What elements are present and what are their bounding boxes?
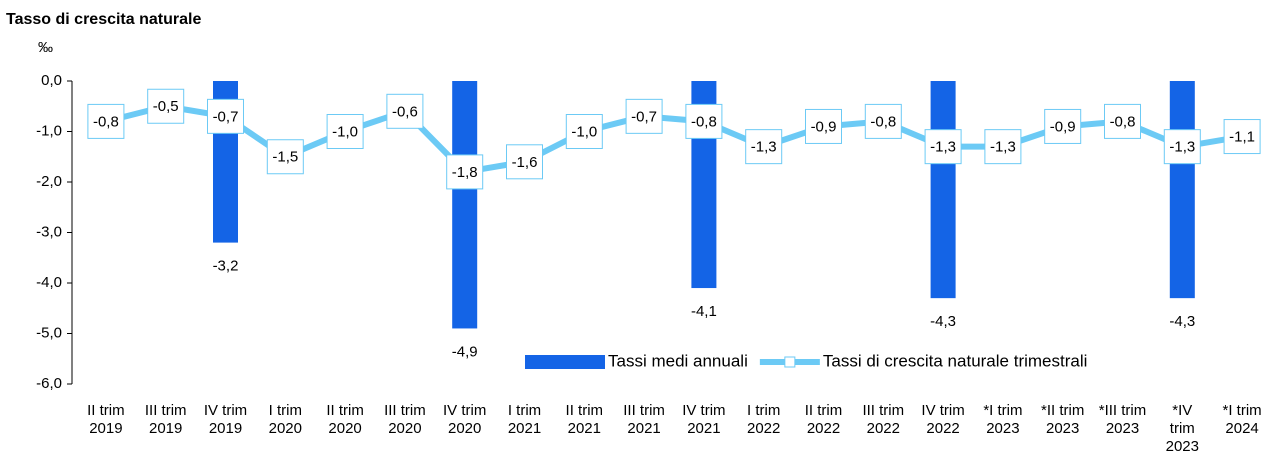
x-tick-label: III trim 2022 (862, 402, 904, 437)
bar (452, 81, 478, 329)
line-value-label: -0,8 (691, 113, 717, 130)
value-label-box (386, 93, 424, 129)
legend-swatch (525, 355, 605, 369)
value-label-box (1044, 108, 1082, 144)
value-label-box (1163, 129, 1201, 165)
chart-title: Tasso di crescita naturale (6, 11, 201, 28)
y-tick-label: -4,0 (36, 274, 62, 291)
x-tick-label: *IV trim 2023 (1166, 402, 1199, 455)
value-label-box (446, 154, 484, 190)
line-value-label: -1,6 (512, 154, 538, 171)
bar-value-label: -4,3 (1169, 313, 1195, 330)
x-tick-label: II trim 2020 (326, 402, 364, 437)
line-value-label: -1,3 (930, 139, 956, 156)
legend-marker (784, 356, 796, 368)
x-tick-label: II trim 2019 (87, 402, 125, 437)
line-value-label: -1,3 (1169, 139, 1195, 156)
bar-value-label: -4,1 (691, 303, 717, 320)
value-label-box (924, 129, 962, 165)
bar-value-label: -4,9 (452, 343, 478, 360)
y-unit: ‰ (38, 39, 53, 56)
bar (930, 81, 956, 299)
line-value-label: -0,6 (392, 103, 418, 120)
line-value-label: -1,1 (1229, 129, 1255, 146)
line-value-label: -0,9 (1050, 118, 1076, 135)
x-tick-label: IV trim 2021 (682, 402, 725, 437)
value-label-box (565, 114, 603, 149)
x-tick-label: *I trim 2023 (983, 402, 1022, 437)
value-label-box (506, 144, 543, 180)
line-value-label: -0,7 (631, 108, 657, 125)
value-label-box (864, 103, 902, 139)
y-tick-label: 0,0 (41, 72, 62, 89)
value-label-box (1223, 119, 1261, 155)
line-value-label: -1,3 (751, 139, 777, 156)
line-value-label: -1,0 (571, 123, 597, 140)
line-value-label: -1,5 (272, 149, 298, 166)
line-value-label: -1,3 (990, 139, 1016, 156)
line-value-label: -0,9 (811, 118, 837, 135)
y-tick-label: -2,0 (36, 173, 62, 190)
value-label-box (745, 129, 783, 165)
value-label-box (805, 108, 842, 144)
x-tick-label: IV trim 2020 (443, 402, 486, 437)
x-tick-label: III trim 2019 (145, 402, 187, 437)
value-label-box (207, 98, 244, 134)
y-tick-label: -6,0 (36, 375, 62, 392)
value-label-box (984, 129, 1022, 165)
line-value-label: -1,0 (332, 123, 358, 140)
x-tick-label: II trim 2021 (566, 402, 604, 437)
value-label-box (685, 103, 723, 139)
value-label-box (147, 88, 185, 124)
x-tick-label: III trim 2020 (384, 402, 426, 437)
bar-value-label: -4,3 (930, 313, 956, 330)
x-tick-label: IV trim 2022 (921, 402, 964, 437)
line-value-label: -0,7 (213, 108, 239, 125)
legend-label: Tassi di crescita naturale trimestrali (823, 351, 1088, 370)
value-label-box (266, 139, 304, 175)
line-value-label: -1,8 (452, 164, 478, 181)
x-tick-label: *II trim 2023 (1041, 402, 1084, 437)
x-tick-label: II trim 2022 (805, 402, 843, 437)
line-value-label: -0,5 (153, 98, 179, 115)
x-tick-label: IV trim 2019 (204, 402, 247, 437)
y-tick-label: -5,0 (36, 324, 62, 341)
value-label-box (625, 98, 663, 134)
line-value-label: -0,8 (1110, 113, 1136, 130)
value-label-box (326, 114, 364, 149)
x-tick-label: III trim 2021 (623, 402, 665, 437)
value-label-box (87, 103, 125, 139)
x-tick-label: *III trim 2023 (1099, 402, 1147, 437)
legend-label: Tassi medi annuali (608, 351, 748, 370)
x-tick-label: I trim 2022 (747, 402, 780, 437)
x-tick-label: I trim 2020 (269, 402, 302, 437)
line-value-label: -0,8 (93, 113, 119, 130)
bar (1169, 81, 1195, 299)
bar-value-label: -3,2 (213, 258, 239, 275)
value-label-box (1104, 103, 1141, 139)
y-tick-label: -3,0 (36, 223, 62, 240)
x-tick-label: I trim 2021 (508, 402, 541, 437)
x-tick-label: *I trim 2024 (1223, 402, 1262, 437)
y-tick-label: -1,0 (36, 122, 62, 139)
line-value-label: -0,8 (870, 113, 896, 130)
